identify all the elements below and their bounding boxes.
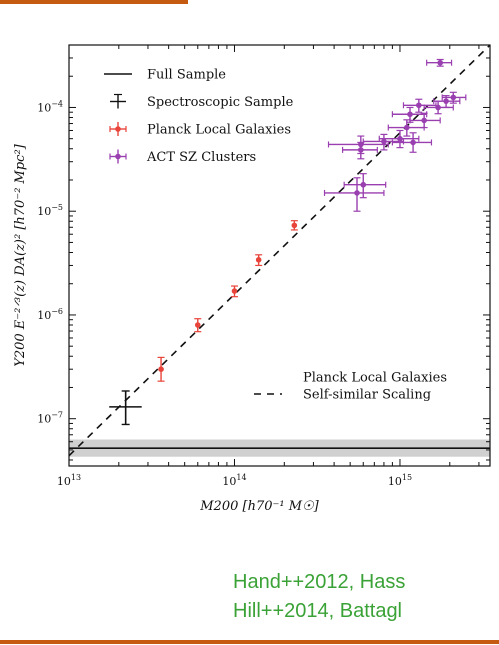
act-point <box>387 119 425 137</box>
act-point <box>426 58 453 67</box>
legend-label: Full Sample <box>147 68 226 83</box>
act-marker <box>397 135 403 142</box>
legend-label: Planck Local Galaxies <box>303 371 447 386</box>
act-point <box>362 133 405 151</box>
act-point <box>423 100 454 115</box>
act-marker <box>421 117 427 124</box>
legend-label: ACT SZ Clusters <box>146 150 256 165</box>
planck-marker <box>194 322 201 328</box>
act-point <box>441 91 467 104</box>
x-tick-label: 1014 <box>222 473 246 488</box>
accent-bar-top <box>0 0 188 4</box>
act-marker <box>354 190 360 196</box>
x-tick-label: 1015 <box>388 473 412 488</box>
act-marker <box>381 138 387 145</box>
citation-line-1: Hand++2012, Hass <box>233 571 406 593</box>
legend-item: ACT SZ Clusters <box>109 149 256 165</box>
legend-label: Spectroscopic Sample <box>147 95 294 110</box>
act-point <box>378 129 420 149</box>
planck-point <box>255 254 263 267</box>
planck-point <box>194 318 202 333</box>
legend-item: Full Sample <box>104 68 226 83</box>
planck-point <box>157 356 165 382</box>
planck-marker <box>158 366 164 372</box>
planck-marker <box>231 288 238 294</box>
act-marker <box>416 102 422 109</box>
act-marker <box>404 124 410 131</box>
planck-point <box>230 285 238 298</box>
act-point <box>323 177 385 212</box>
act-marker <box>358 147 364 153</box>
planck-marker <box>291 222 298 229</box>
legend-item: Spectroscopic Sample <box>110 93 294 110</box>
legend-item: Self-similar Scaling <box>254 388 431 403</box>
act-marker <box>435 104 441 111</box>
y-tick-label: 10−6 <box>37 307 63 322</box>
legend-label: Self-similar Scaling <box>303 388 431 403</box>
planck-point <box>290 220 298 231</box>
legend-swatch-marker <box>115 153 121 160</box>
legend-label: Planck Local Galaxies <box>147 123 291 138</box>
x-axis-label: M200 [h70⁻¹ M☉] <box>199 499 319 514</box>
act-marker <box>360 181 367 188</box>
planck-marker <box>255 257 262 263</box>
accent-bar-bottom <box>0 640 499 644</box>
act-point <box>402 98 437 113</box>
act-marker <box>443 98 449 104</box>
y-tick-label: 10−5 <box>37 203 63 218</box>
act-marker <box>450 94 457 101</box>
act-point <box>391 132 433 153</box>
citation-line-2: Hill++2014, Battagl <box>233 600 403 622</box>
act-point <box>433 95 461 109</box>
act-marker <box>437 59 443 66</box>
act-marker <box>407 111 413 118</box>
act-point <box>409 112 441 129</box>
y-axis-label: Y200 E⁻²ᐟ³(z) DA(z)² [h70⁻² Mpc²] <box>13 143 28 366</box>
act-point <box>343 173 387 199</box>
legend-swatch-marker <box>115 126 121 132</box>
act-marker <box>410 139 416 146</box>
y-tick-label: 10−7 <box>37 411 63 426</box>
plot-frame <box>68 44 491 467</box>
x-tick-label: 1013 <box>57 473 81 488</box>
legend-item: Planck Local Galaxies <box>109 122 291 138</box>
scaling-relation-chart: 1013 1014 1015 10−7 10−6 10−5 10−4 M200 [h70⁻¹… <box>13 44 491 514</box>
legend-item: Planck Local Galaxies <box>303 371 447 386</box>
y-tick-label: 10−4 <box>37 99 63 114</box>
